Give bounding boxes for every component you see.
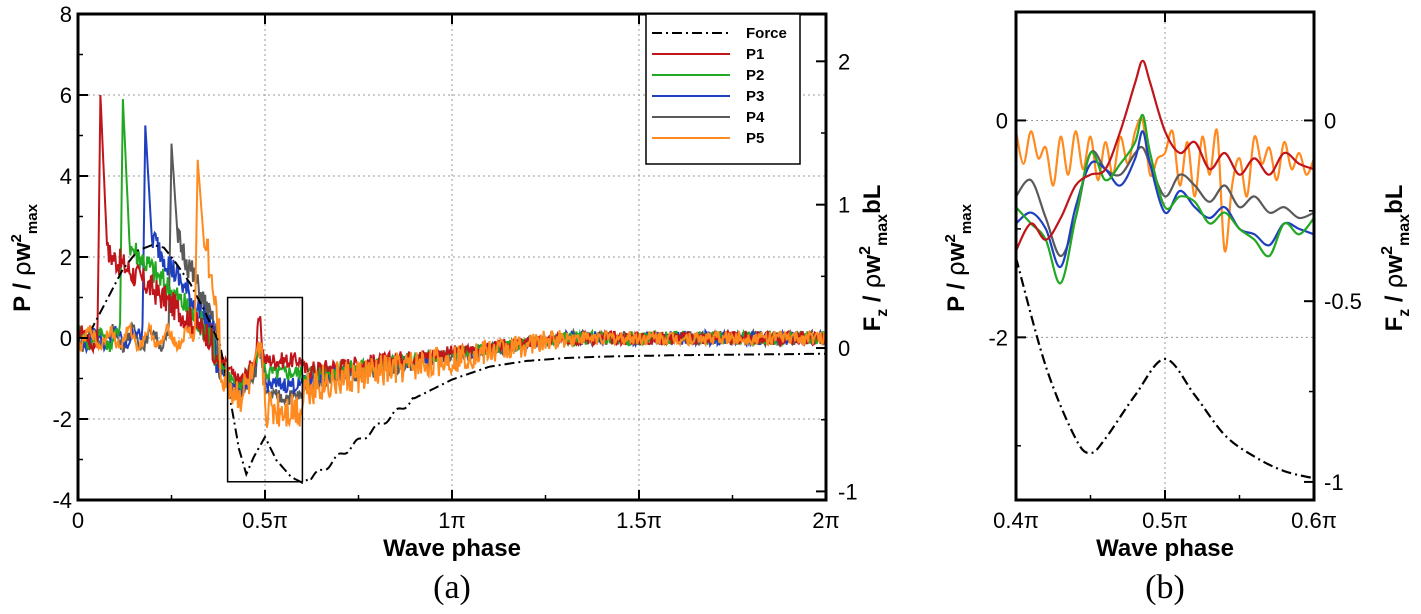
y-tick-label: 4 bbox=[60, 164, 72, 189]
panel-a-ticks: 0 0.5π 1π 1.5π 2π -4 -2 0 2 4 6 8 -1 0 1 2 bbox=[52, 2, 857, 533]
y2-tick-label: -0.5 bbox=[1324, 289, 1362, 314]
y-tick-label: 6 bbox=[60, 83, 72, 108]
zoom-box bbox=[226, 296, 304, 483]
panel-b-grid bbox=[1016, 12, 1314, 500]
x-tick-label: 0.5π bbox=[1142, 508, 1188, 533]
y-tick-label: 2 bbox=[60, 245, 72, 270]
legend-label-p5: P5 bbox=[746, 130, 764, 147]
y2-tick-label: 1 bbox=[838, 193, 850, 218]
panel-b-series bbox=[1016, 59, 1314, 480]
y-tick-label: -2 bbox=[52, 407, 72, 432]
panel-a: 0 0.5π 1π 1.5π 2π -4 -2 0 2 4 6 8 -1 0 1 2 Wave phase P… bbox=[8, 2, 891, 606]
panel-a-series bbox=[78, 94, 826, 484]
panel-a-xlabel: Wave phase bbox=[383, 535, 521, 562]
x-tick-label: 2π bbox=[812, 508, 839, 533]
series-line-force bbox=[78, 243, 826, 484]
y2-tick-label: 0 bbox=[1324, 108, 1336, 133]
panel-b-ylabel: P / ρw2max bbox=[942, 203, 975, 312]
series-line-force bbox=[1016, 257, 1314, 480]
legend-label-p2: P2 bbox=[746, 67, 764, 84]
x-tick-label: 1.5π bbox=[616, 508, 662, 533]
series-line-p1 bbox=[1016, 59, 1314, 252]
panel-a-ylabel: P / ρw2max bbox=[8, 203, 41, 312]
x-tick-label: 0 bbox=[72, 508, 84, 533]
panel-b-xlabel: Wave phase bbox=[1096, 535, 1234, 562]
series-line-p5 bbox=[1016, 116, 1314, 253]
panel-a-label: (a) bbox=[433, 569, 471, 606]
legend-label-force: Force bbox=[746, 25, 787, 42]
y2-tick-label: -1 bbox=[1324, 470, 1344, 495]
panel-b-label: (b) bbox=[1145, 569, 1185, 606]
x-tick-label: 0.4π bbox=[993, 508, 1039, 533]
series-line-p2 bbox=[1016, 113, 1314, 285]
series-line-p3 bbox=[1016, 130, 1314, 268]
legend-label-p3: P3 bbox=[746, 88, 764, 105]
panel-b-ticks: 0.4π 0.5π 0.6π 0 -2 0 -0.5 -1 bbox=[988, 12, 1362, 533]
series-line-p5 bbox=[78, 159, 826, 428]
panel-b: 0.4π 0.5π 0.6π 0 -2 0 -0.5 -1 Wave phase P / ρw… bbox=[942, 10, 1413, 606]
panel-b-y2label: Fz / ρw2maxbL bbox=[1379, 185, 1413, 332]
x-tick-label: 1π bbox=[438, 508, 465, 533]
x-tick-label: 0.5π bbox=[242, 508, 288, 533]
y-tick-label: -2 bbox=[988, 325, 1008, 350]
y2-tick-label: 2 bbox=[838, 49, 850, 74]
y2-tick-label: 0 bbox=[838, 336, 850, 361]
legend-label-p4: P4 bbox=[746, 109, 765, 126]
legend: Force P1 P2 P3 P4 P5 bbox=[645, 13, 801, 165]
y2-tick-label: -1 bbox=[838, 479, 858, 504]
panel-a-y2label: Fz / ρw2maxbL bbox=[857, 185, 891, 332]
legend-label-p1: P1 bbox=[746, 46, 764, 63]
y-tick-label: 0 bbox=[996, 108, 1008, 133]
y-tick-label: 8 bbox=[60, 2, 72, 27]
y-tick-label: 0 bbox=[60, 326, 72, 351]
y-tick-label: -4 bbox=[52, 488, 72, 513]
x-tick-label: 0.6π bbox=[1291, 508, 1337, 533]
